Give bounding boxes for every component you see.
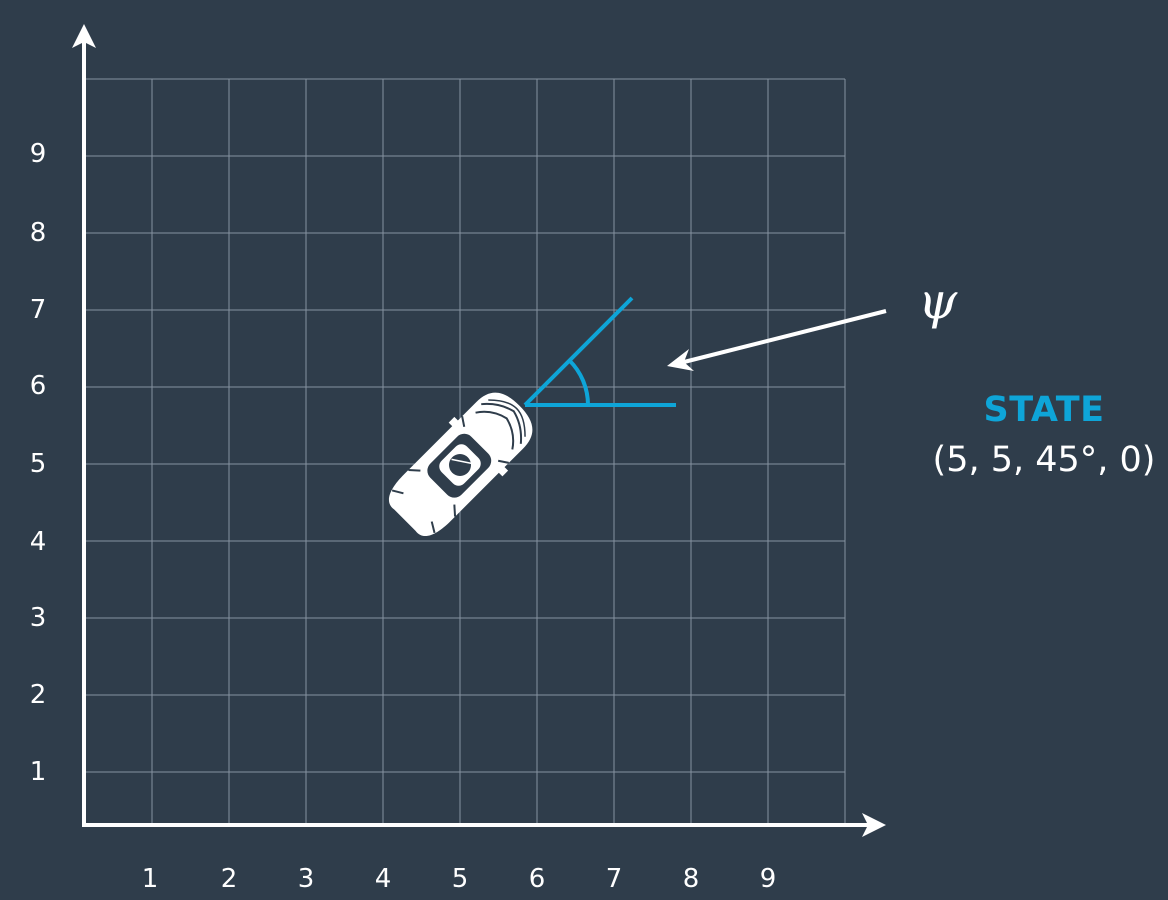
- x-tick-label: 2: [221, 864, 238, 894]
- x-tick-label: 3: [298, 864, 315, 894]
- y-tick-label: 7: [30, 295, 47, 325]
- y-tick-label: 3: [30, 603, 47, 633]
- car-hood-lines: [475, 410, 515, 450]
- y-tick-label: 6: [30, 371, 47, 401]
- grid-lines: [86, 78, 846, 825]
- x-tick-label: 8: [683, 864, 700, 894]
- state-title: STATE: [983, 390, 1105, 430]
- y-axis: [72, 24, 96, 827]
- x-tick-label: 6: [529, 864, 546, 894]
- y-tick-label: 1: [30, 757, 47, 787]
- pointer-arrow: [667, 309, 887, 371]
- y-tick-label: 2: [30, 680, 47, 710]
- y-tick-label: 9: [30, 139, 47, 169]
- x-axis-arrowhead: [862, 813, 886, 837]
- x-tick-label: 5: [452, 864, 469, 894]
- x-axis: [84, 813, 886, 837]
- car-icon: [388, 392, 533, 537]
- y-tick-label: 8: [30, 218, 47, 248]
- y-axis-arrowhead: [72, 24, 96, 48]
- pointer-arrowhead: [667, 349, 694, 371]
- x-tick-label: 9: [760, 864, 777, 894]
- y-tick-label: 4: [30, 527, 47, 557]
- y-tick-labels: 1 2 3 4 5 6 7 8 9: [30, 139, 47, 787]
- x-tick-label: 1: [142, 864, 159, 894]
- y-tick-label: 5: [30, 449, 47, 479]
- heading-ray: [523, 296, 634, 407]
- heading-angle-indicator: [523, 296, 676, 407]
- x-tick-labels: 1 2 3 4 5 6 7 8 9: [142, 864, 777, 894]
- x-tick-label: 4: [375, 864, 392, 894]
- x-tick-label: 7: [606, 864, 623, 894]
- state-value: (5, 5, 45°, 0): [932, 440, 1156, 480]
- angle-arc: [567, 358, 590, 406]
- psi-symbol: ψ: [918, 272, 958, 330]
